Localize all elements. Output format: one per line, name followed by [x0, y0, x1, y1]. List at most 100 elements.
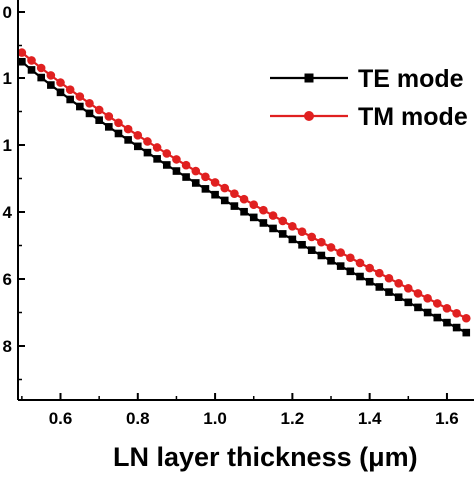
- te-mode-point: [191, 179, 200, 187]
- tm-mode-point: [75, 92, 85, 101]
- plot-area: [18, 48, 471, 337]
- te-mode-point: [133, 142, 142, 151]
- te-mode-point: [452, 323, 461, 332]
- tm-mode-point: [94, 105, 104, 115]
- te-mode-point: [240, 207, 248, 216]
- te-mode-point: [47, 81, 55, 89]
- te-mode-point: [298, 240, 306, 249]
- te-mode-point: [143, 148, 152, 157]
- te-mode-point: [336, 262, 345, 270]
- legend: TE mode TM mode: [270, 65, 468, 131]
- x-tick-label: 1.4: [358, 409, 382, 428]
- y-tick-label: 6: [3, 270, 12, 289]
- x-axis-title: LN layer thickness (μm): [113, 442, 418, 472]
- te-mode-point: [317, 251, 326, 260]
- tm-mode-point: [288, 222, 297, 231]
- tm-mode-point: [326, 243, 336, 252]
- tm-mode-point: [432, 299, 442, 308]
- tm-mode-point: [65, 85, 75, 94]
- x-tick-label: 1.6: [435, 409, 459, 428]
- te-mode-point: [153, 155, 161, 163]
- te-mode-point: [105, 123, 113, 131]
- tm-mode-point: [143, 137, 152, 146]
- te-mode-point: [346, 267, 355, 276]
- te-mode-point: [394, 293, 403, 302]
- te-mode-point: [172, 167, 181, 175]
- te-mode-point: [56, 88, 65, 97]
- te-mode-point: [27, 66, 36, 74]
- tm-mode-point: [201, 172, 210, 182]
- tm-mode-point: [259, 205, 268, 215]
- tm-mode-point: [365, 263, 374, 273]
- tm-mode-point: [297, 227, 307, 236]
- te-mode-point: [327, 256, 335, 265]
- tm-mode-point: [36, 63, 46, 73]
- te-mode-point: [85, 109, 94, 118]
- tm-mode-point: [307, 232, 316, 242]
- tm-mode-point: [220, 183, 230, 193]
- te-mode-point: [404, 298, 413, 307]
- tm-mode-point: [336, 248, 345, 257]
- te-mode-point: [443, 318, 451, 327]
- x-tick-label: 1.2: [281, 409, 305, 428]
- tm-mode-point: [172, 155, 181, 164]
- te-mode-point: [414, 303, 422, 312]
- tm-mode-point: [249, 200, 259, 209]
- tm-mode-point: [56, 78, 65, 87]
- te-mode-point: [278, 230, 287, 238]
- te-mode-legend-marker: [304, 73, 314, 83]
- te-mode-point: [288, 235, 297, 244]
- te-mode-point: [66, 95, 74, 104]
- te-mode-point: [182, 173, 190, 181]
- x-tick-label: 0.6: [49, 409, 73, 428]
- y-tick-label: 8: [3, 337, 12, 356]
- tm-mode-point: [210, 178, 220, 187]
- tm-mode-point: [355, 258, 365, 268]
- tm-mode-point: [181, 160, 191, 170]
- te-mode-point: [220, 196, 229, 205]
- tm-mode-point: [375, 268, 384, 278]
- te-mode-point: [365, 277, 374, 286]
- te-mode-point: [249, 213, 258, 222]
- axes: 0.6 0.8 1.0 1.2 1.4 1.6 0 1 1 4 6 8: [3, 0, 474, 428]
- te-mode-point: [269, 224, 277, 233]
- x-tick-label: 0.8: [126, 409, 150, 428]
- tm-mode-point: [46, 71, 56, 80]
- tm-mode-point: [442, 304, 452, 313]
- te-mode-point: [211, 190, 219, 199]
- series-layer: [18, 48, 471, 337]
- tm-mode-point: [239, 194, 249, 204]
- tm-mode-legend-label: TM mode: [358, 103, 468, 131]
- te-mode-point: [423, 308, 432, 317]
- te-mode-point: [162, 161, 171, 169]
- tm-mode-legend-marker: [304, 111, 314, 121]
- te-mode-point: [433, 313, 442, 322]
- te-mode-point: [37, 73, 45, 82]
- tm-mode-point: [152, 143, 162, 152]
- y-tick-label: 4: [3, 203, 13, 222]
- tm-mode-point: [278, 216, 288, 226]
- x-tick-label: 1.0: [203, 409, 227, 428]
- tm-mode-point: [268, 211, 278, 220]
- te-mode-point: [114, 129, 123, 138]
- tm-mode-point: [123, 124, 133, 134]
- te-mode-point: [462, 328, 471, 337]
- tm-mode-point: [452, 309, 461, 318]
- te-mode-legend-label: TE mode: [358, 65, 464, 93]
- te-mode-point: [356, 272, 364, 281]
- tm-mode-point: [191, 166, 201, 176]
- te-mode-point: [230, 202, 239, 210]
- te-mode-point: [307, 246, 316, 254]
- tm-mode-point: [162, 149, 172, 158]
- te-mode-point: [18, 57, 26, 66]
- tm-mode-point: [461, 313, 471, 323]
- y-tick-label: 1: [3, 69, 12, 88]
- y-tick-label: 1: [3, 136, 12, 155]
- tm-mode-point: [413, 289, 423, 298]
- y-tick-label: 0: [3, 3, 12, 22]
- tm-mode-point: [394, 279, 403, 288]
- te-mode-point: [76, 102, 84, 111]
- tm-mode-point: [104, 112, 114, 121]
- tm-mode-point: [230, 189, 239, 198]
